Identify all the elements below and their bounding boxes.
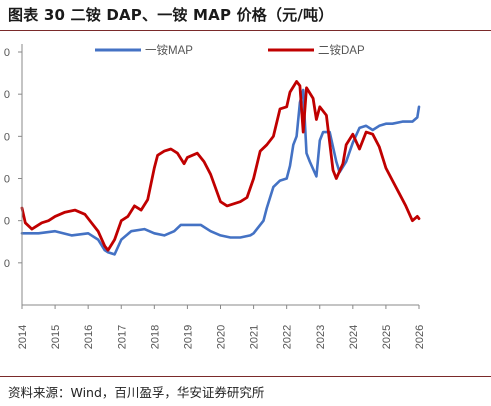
x-tick-label-2022: 2022 bbox=[282, 325, 294, 349]
x-tick-label-2021: 2021 bbox=[249, 325, 261, 349]
legend-label-dap: 二铵DAP bbox=[318, 43, 365, 57]
figure-title: 图表 30 二铵 DAP、一铵 MAP 价格（元/吨） bbox=[8, 6, 334, 24]
x-tick-label-2015: 2015 bbox=[50, 325, 62, 349]
y-tick-label-6000: 0 bbox=[4, 89, 10, 101]
x-tick-label-2026: 2026 bbox=[414, 325, 426, 349]
title-divider bbox=[0, 30, 491, 31]
legend: 一铵MAP 二铵DAP bbox=[95, 43, 365, 57]
x-tick-label-2023: 2023 bbox=[315, 325, 327, 349]
axes: 0 0 0 0 0 0 2014 2015 2016 2017 2018 2019 2020 2021 20… bbox=[4, 44, 426, 349]
x-tick-label-2024: 2024 bbox=[348, 325, 360, 349]
series-line-map bbox=[20, 88, 421, 256]
y-tick-label-4000: 0 bbox=[4, 174, 10, 186]
x-tick-label-2020: 2020 bbox=[216, 325, 228, 349]
x-tick-label-2016: 2016 bbox=[83, 325, 95, 349]
x-tick-label-2014: 2014 bbox=[17, 325, 29, 349]
legend-label-map: 一铵MAP bbox=[145, 43, 193, 57]
y-tick-label-2000: 0 bbox=[4, 258, 10, 270]
x-tick-label-2018: 2018 bbox=[149, 325, 161, 349]
price-line-chart: 一铵MAP 二铵DAP 0 0 0 0 0 0 2014 2015 2016 2017 2018 201… bbox=[4, 43, 426, 349]
plot-area bbox=[20, 80, 421, 256]
y-tick-label-5000: 0 bbox=[4, 131, 10, 143]
y-tick-label-7000: 0 bbox=[4, 47, 10, 59]
x-tick-label-2025: 2025 bbox=[381, 325, 393, 349]
series-line-dap bbox=[20, 80, 421, 252]
source-divider bbox=[0, 376, 491, 377]
y-tick-label-3000: 0 bbox=[4, 216, 10, 228]
x-tick-label-2019: 2019 bbox=[182, 325, 194, 349]
x-tick-label-2017: 2017 bbox=[116, 325, 128, 349]
source-note: 资料来源：Wind，百川盈孚，华安证券研究所 bbox=[8, 385, 265, 400]
